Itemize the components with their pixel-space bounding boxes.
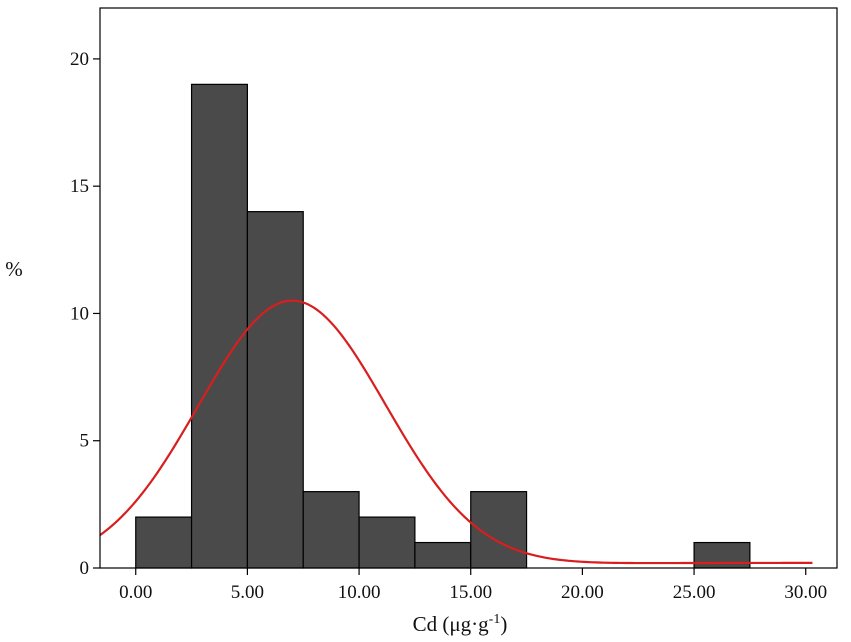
x-tick-label-4: 20.00	[561, 582, 604, 603]
y-axis-label: %	[5, 257, 23, 281]
y-tick-label-3: 15	[70, 176, 89, 197]
y-tick-label-0: 0	[80, 558, 90, 579]
histogram-bar-4	[358, 516, 416, 569]
x-axis-label-superscript: -1	[489, 612, 501, 627]
plot-frame	[99, 7, 838, 569]
histogram-bar-5	[414, 541, 472, 569]
histogram-bar-1	[190, 83, 248, 569]
x-tick-label-0: 0.00	[119, 582, 152, 603]
y-tick-label-1: 5	[80, 431, 90, 452]
histogram-bar-2	[246, 211, 304, 569]
y-tick-label-2: 10	[70, 303, 89, 324]
histogram-bar-0	[135, 516, 193, 569]
histogram-bar-7	[693, 541, 751, 569]
x-tick-label-5: 25.00	[673, 582, 716, 603]
normal-fit-curve	[99, 299, 813, 565]
histogram-bars	[135, 83, 751, 569]
x-axis-label-close: )	[500, 612, 507, 636]
y-axis-ticks: 0 5 10 15 20	[70, 49, 100, 579]
x-tick-label-1: 5.00	[231, 582, 264, 603]
x-tick-label-6: 30.00	[784, 582, 827, 603]
x-axis-ticks: 0.00 5.00 10.00 15.00 20.00 25.00 30.00	[119, 568, 827, 603]
y-tick-label-4: 20	[70, 49, 89, 70]
histogram-bar-3	[302, 491, 360, 569]
x-axis-label: Cd (μg·g-1)	[413, 612, 508, 636]
x-tick-label-2: 10.00	[338, 582, 381, 603]
x-axis-label-main: Cd (μg·g	[413, 612, 490, 636]
x-tick-label-3: 15.00	[449, 582, 492, 603]
